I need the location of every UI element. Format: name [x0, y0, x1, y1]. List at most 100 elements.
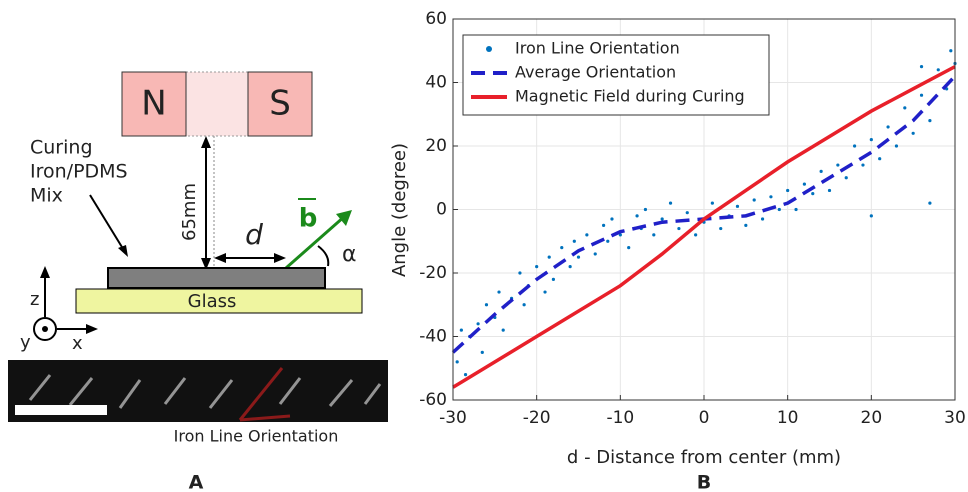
y-axis-title: Angle (degree) — [389, 143, 410, 277]
label: 65mm — [179, 183, 200, 241]
point — [455, 360, 459, 364]
y-tick-label: 40 — [425, 73, 447, 93]
arrow-head — [86, 324, 98, 334]
y-tick-label: -40 — [419, 327, 447, 347]
arrow-head — [214, 253, 226, 263]
point — [760, 217, 765, 221]
panel-label: B — [697, 472, 711, 492]
point — [602, 223, 606, 227]
y-tick-label: 0 — [436, 200, 447, 220]
point — [497, 290, 501, 294]
label: y — [20, 332, 31, 353]
point — [919, 93, 924, 97]
point — [480, 350, 484, 354]
point — [652, 233, 656, 237]
legend-box — [462, 34, 770, 116]
point — [627, 246, 631, 250]
angle-arc — [317, 245, 330, 267]
point — [853, 144, 857, 148]
field-arrow — [285, 214, 346, 270]
point — [535, 265, 539, 269]
point — [928, 119, 932, 123]
point — [618, 233, 622, 237]
label: Curing — [30, 137, 93, 159]
point — [560, 246, 564, 250]
point — [802, 182, 807, 186]
magnet-label: N — [141, 84, 166, 124]
x-tick-label: 0 — [699, 408, 710, 428]
legend-label: Magnetic Field during Curing — [515, 87, 745, 106]
point — [635, 214, 639, 218]
y-tick-label: 60 — [425, 9, 447, 29]
point — [459, 328, 463, 332]
label: x — [72, 333, 83, 354]
point — [911, 131, 915, 135]
x-tick-label: 30 — [944, 408, 966, 428]
orientation-line — [239, 414, 291, 422]
point — [576, 255, 581, 259]
point — [744, 223, 748, 227]
y-tick-label: -20 — [419, 263, 447, 283]
point — [777, 207, 781, 212]
label: α — [342, 242, 357, 267]
point — [769, 195, 773, 199]
scale-bar — [15, 405, 107, 415]
point — [610, 217, 614, 221]
point — [547, 255, 551, 259]
point — [668, 201, 673, 205]
x-tick-label: 10 — [777, 408, 799, 428]
point — [752, 198, 756, 202]
point — [928, 201, 932, 205]
x-axis-title: d - Distance from center (mm) — [567, 447, 841, 468]
point — [685, 211, 689, 215]
point — [949, 49, 953, 53]
label: Glass — [188, 291, 237, 312]
magnet-s — [247, 71, 313, 137]
point — [919, 65, 924, 69]
point — [894, 144, 899, 148]
point — [861, 163, 865, 167]
plot-frame — [452, 18, 956, 401]
point — [593, 252, 597, 256]
point — [786, 188, 790, 193]
arrow-head — [274, 253, 286, 263]
orientation-line — [238, 367, 284, 421]
point — [585, 233, 589, 237]
axis-out — [33, 317, 57, 341]
point — [572, 239, 576, 243]
panel-label: A — [189, 472, 204, 492]
legend-label: Average Orientation — [515, 63, 676, 82]
point — [819, 169, 823, 173]
point — [878, 157, 882, 161]
point — [836, 163, 840, 167]
point — [677, 226, 681, 231]
gap — [185, 71, 249, 137]
arrow-head — [40, 266, 50, 278]
point — [543, 290, 547, 294]
x-tick-label: -20 — [523, 408, 551, 428]
legend-swatch — [486, 46, 492, 52]
legend: Iron Line Orientation Average Orientation… — [462, 34, 770, 116]
glass — [75, 288, 363, 314]
point — [794, 207, 798, 212]
label: Mix — [30, 185, 63, 207]
point — [660, 217, 664, 221]
point — [501, 328, 505, 332]
legend-label: Iron Line Orientation — [515, 39, 680, 58]
label: d — [245, 218, 263, 251]
point — [936, 68, 940, 72]
point — [694, 233, 698, 237]
point — [827, 188, 832, 193]
point — [869, 138, 873, 142]
point — [463, 373, 468, 377]
point — [522, 303, 526, 307]
y-tick-label: -60 — [419, 390, 447, 410]
iron-lines — [28, 374, 382, 409]
arrow-head — [201, 258, 211, 270]
point — [811, 192, 815, 196]
diagram: N S Curing Iron/PDMS Mix 65mm d b α Glas… — [8, 71, 388, 492]
caption: Iron Line Orientation — [174, 427, 339, 446]
point — [710, 201, 714, 205]
arrow-head — [201, 136, 211, 148]
